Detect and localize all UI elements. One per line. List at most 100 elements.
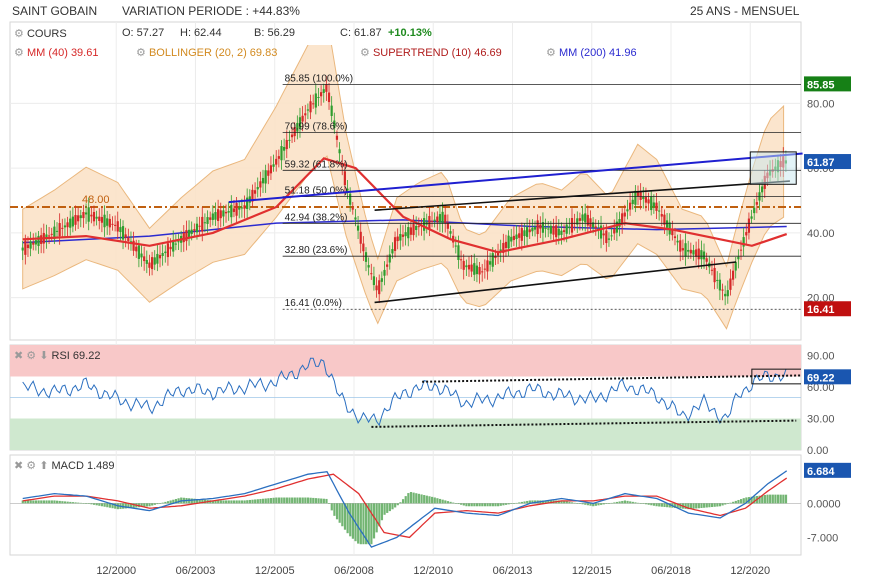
macd-histogram-bar xyxy=(378,503,381,527)
macd-histogram-bar xyxy=(563,500,566,504)
price-candle xyxy=(713,267,716,283)
price-candle xyxy=(63,225,67,228)
macd-histogram-bar xyxy=(193,498,196,504)
macd-histogram-bar xyxy=(560,500,563,504)
price-candle xyxy=(422,218,426,231)
breakout-box xyxy=(749,151,797,185)
price-candle xyxy=(103,214,106,228)
price-candle xyxy=(119,227,122,233)
gear-icon[interactable]: ⚙ xyxy=(14,27,24,40)
price-candle xyxy=(312,103,315,105)
macd-histogram-bar xyxy=(71,502,75,504)
price-candle xyxy=(599,225,603,239)
bollinger-legend[interactable]: ⚙ BOLLINGER (20, 2) 69.83 xyxy=(136,46,277,59)
price-candle xyxy=(584,213,587,223)
gear-icon[interactable]: ⚙ xyxy=(26,459,37,472)
macd-histogram-bar xyxy=(637,502,640,504)
price-candle xyxy=(536,220,539,235)
price-candle xyxy=(731,270,735,280)
price-candle xyxy=(256,186,259,190)
macd-histogram-bar xyxy=(491,503,494,507)
macd-histogram-bar xyxy=(161,502,164,504)
macd-histogram-bar xyxy=(48,500,51,504)
gear-icon[interactable]: ⚙ xyxy=(14,46,24,59)
price-candle xyxy=(750,216,753,219)
macd-histogram-bar xyxy=(584,503,587,505)
macd-histogram-bar xyxy=(222,500,225,504)
macd-histogram-bar xyxy=(26,500,30,504)
gear-icon[interactable]: ⚙ xyxy=(360,46,370,59)
x-tick-label: 12/2020 xyxy=(730,565,770,577)
supertrend-label: SUPERTREND (10) 46.69 xyxy=(372,47,502,59)
close-icon[interactable]: ✖ xyxy=(14,459,24,472)
macd-histogram-bar xyxy=(697,503,700,509)
price-candle xyxy=(549,225,552,234)
macd-histogram-bar xyxy=(349,503,352,537)
price-candle xyxy=(605,230,608,244)
bollinger-band: 48.00 xyxy=(10,45,801,330)
price-candle xyxy=(195,223,199,233)
gear-icon[interactable]: ⚙ xyxy=(546,46,556,59)
macd-histogram-bar xyxy=(159,503,162,504)
price-candle xyxy=(372,276,376,286)
price-candle xyxy=(190,229,193,234)
price-candle xyxy=(140,253,143,258)
price-candle xyxy=(702,251,706,260)
price-candle xyxy=(150,257,154,270)
price-candle xyxy=(243,205,246,209)
mm40-legend[interactable]: ⚙ MM (40) 39.61 xyxy=(14,46,98,59)
price-candle xyxy=(399,233,402,241)
mm200-legend[interactable]: ⚙ MM (200) 41.96 xyxy=(546,46,637,59)
cours-label: COURS xyxy=(26,28,67,40)
x-tick-label: 06/2018 xyxy=(651,565,691,577)
macd-histogram-bar xyxy=(280,497,283,504)
price-candle xyxy=(230,204,233,218)
macd-label: MACD xyxy=(51,460,84,472)
macd-histogram-bar xyxy=(394,503,397,508)
lower-channel-line xyxy=(374,261,737,304)
price-candle xyxy=(555,225,558,238)
macd-histogram-bar xyxy=(74,502,77,504)
arrow-down-icon[interactable]: ⬇ xyxy=(39,349,49,362)
price-candle xyxy=(636,192,640,197)
change-value: +10.13% xyxy=(388,27,432,39)
price-candle xyxy=(21,247,24,251)
macd-histogram-bar xyxy=(570,502,574,504)
macd-histogram-bar xyxy=(549,500,553,504)
price-candle xyxy=(515,234,518,240)
macd-histogram-bar xyxy=(328,503,331,504)
macd-histogram-bar xyxy=(201,499,204,504)
macd-histogram-bar xyxy=(56,500,59,504)
macd-histogram-bar xyxy=(174,498,178,504)
price-candle xyxy=(412,224,415,236)
macd-histogram-bar xyxy=(531,500,534,504)
price-candle xyxy=(77,215,80,222)
macd-histogram-bar xyxy=(718,503,722,507)
macd-histogram-bar xyxy=(320,498,323,504)
supertrend-legend[interactable]: ⚙ SUPERTREND (10) 46.69 xyxy=(360,46,502,59)
macd-histogram-bar xyxy=(639,503,642,504)
macd-histogram-bar xyxy=(267,498,270,504)
macd-histogram-bar xyxy=(740,499,743,504)
gear-icon[interactable]: ⚙ xyxy=(136,46,146,59)
macd-histogram-bar xyxy=(515,502,518,504)
price-candle xyxy=(681,248,685,251)
price-candle xyxy=(650,196,653,211)
gear-icon[interactable]: ⚙ xyxy=(26,349,37,362)
rsi-oversold-zone xyxy=(10,418,801,450)
mm200-line xyxy=(22,219,787,244)
arrow-up-icon[interactable]: ⬆ xyxy=(39,459,49,472)
macd-histogram-bar xyxy=(481,503,484,507)
price-candle xyxy=(253,190,257,194)
price-candle xyxy=(32,242,35,245)
price-candle xyxy=(507,235,510,249)
macd-histogram-bar xyxy=(592,503,595,507)
mm40-line xyxy=(22,157,788,254)
macd-histogram-bar xyxy=(346,503,349,534)
macd-histogram-bar xyxy=(734,500,737,504)
price-candle xyxy=(182,232,185,243)
price-candle xyxy=(496,252,500,256)
price-candle xyxy=(314,93,317,108)
price-candle xyxy=(689,249,692,254)
close-icon[interactable]: ✖ xyxy=(14,349,24,362)
